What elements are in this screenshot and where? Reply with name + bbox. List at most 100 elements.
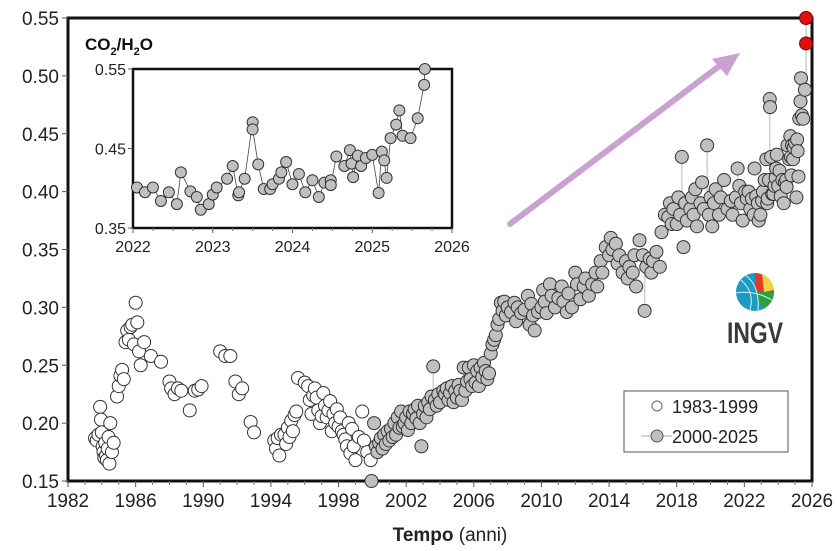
data-point-filled xyxy=(717,173,732,188)
data-point-open xyxy=(174,383,189,398)
logo-text: INGV xyxy=(727,317,783,350)
data-point-filled xyxy=(676,240,691,255)
data-point-filled xyxy=(674,149,689,164)
data-point-filled xyxy=(595,265,610,280)
inset-data-point xyxy=(372,187,385,200)
x-tick-label: 2002 xyxy=(385,491,427,512)
data-point-open xyxy=(93,399,108,414)
x-tick-label: 1986 xyxy=(114,491,156,512)
inset-chart: CO2/H2O 2022 2023 2024 2025 2026 0.35 0.45 0.55 xyxy=(72,22,470,270)
x-tick-label: 1982 xyxy=(47,491,89,512)
globe-icon xyxy=(735,273,774,312)
inset-data-point xyxy=(330,150,343,163)
inset-data-point xyxy=(226,159,239,172)
inset-data-point xyxy=(347,171,360,184)
series-1983-1999 xyxy=(88,295,378,471)
data-point-open xyxy=(102,456,117,471)
inset-data-point xyxy=(418,63,431,75)
data-point-open xyxy=(272,448,287,463)
inset-data-point xyxy=(380,171,393,184)
inset-data-point xyxy=(404,132,417,145)
trend-arrow-head xyxy=(712,53,740,76)
data-point-filled xyxy=(652,259,667,274)
inset-data-point xyxy=(146,181,159,194)
y-tick-label: 0.40 xyxy=(22,183,59,204)
series-2000-2025 xyxy=(364,71,812,488)
inset-data-point xyxy=(174,166,187,179)
data-point-filled xyxy=(793,94,808,109)
data-point-filled xyxy=(561,286,576,301)
data-point-latest xyxy=(799,11,814,25)
trend-arrow-shaft xyxy=(507,61,725,227)
y-tick-label: 0.55 xyxy=(22,9,59,30)
x-tick-label: 2010 xyxy=(520,491,562,512)
inset-data-point xyxy=(170,198,183,211)
data-point-filled xyxy=(747,161,762,176)
data-point-filled xyxy=(705,219,720,234)
data-point-open xyxy=(182,403,197,418)
inset-data-point xyxy=(306,174,319,187)
inset-data-point xyxy=(246,123,259,136)
y-tick-label: 0.20 xyxy=(22,414,59,435)
data-point-filled xyxy=(564,300,579,315)
inset-data-point xyxy=(393,104,406,117)
data-point-filled xyxy=(654,225,669,240)
data-point-filled xyxy=(637,303,652,318)
data-point-open xyxy=(128,295,143,310)
y-tick-label: 0.35 xyxy=(22,241,59,262)
x-axis-title-bold: Tempo xyxy=(393,525,454,546)
inset-y-tick-label: 0.35 xyxy=(95,221,126,238)
inset-data-point xyxy=(292,167,305,180)
data-point-filled xyxy=(763,100,778,115)
x-axis-title: Tempo (anni) xyxy=(393,525,508,546)
data-point-open xyxy=(285,424,300,439)
data-point-open xyxy=(116,372,131,387)
data-point-filled xyxy=(625,265,640,280)
inset-series xyxy=(130,63,431,216)
inset-x-tick-label: 2025 xyxy=(354,239,390,256)
data-point-filled xyxy=(527,323,542,338)
data-point-filled xyxy=(790,132,805,147)
data-point-filled xyxy=(690,219,705,234)
inset-axes: 2022 2023 2024 2025 2026 0.35 0.45 0.55 xyxy=(95,62,470,256)
data-point-filled xyxy=(649,244,664,259)
y-tick-label: 0.15 xyxy=(22,472,59,493)
inset-data-point xyxy=(378,154,391,167)
x-axis-title-unit: (anni) xyxy=(459,525,508,546)
data-point-filled xyxy=(796,111,811,126)
inset-y-tick-label: 0.55 xyxy=(95,62,126,79)
inset-data-point xyxy=(418,78,431,91)
data-point-open xyxy=(106,435,121,450)
data-point-filled xyxy=(608,236,623,251)
data-point-filled xyxy=(632,233,647,248)
inset-x-tick-label: 2026 xyxy=(434,239,470,256)
y-tick-label: 0.50 xyxy=(22,67,59,88)
inset-data-point xyxy=(275,166,288,179)
legend-label-1983-1999: 1983-1999 xyxy=(672,397,758,417)
data-point-filled xyxy=(590,279,605,294)
inset-data-point xyxy=(280,156,293,169)
data-point-filled xyxy=(730,161,745,176)
inset-x-tick-label: 2022 xyxy=(115,239,151,256)
inset-data-point xyxy=(162,186,175,199)
data-point-filled xyxy=(426,359,441,374)
ingv-logo: INGV xyxy=(727,273,783,350)
inset-data-point xyxy=(299,186,312,199)
data-point-filled xyxy=(790,144,805,159)
data-point-filled xyxy=(364,474,379,488)
data-point-filled xyxy=(789,190,804,205)
x-tick-label: 2026 xyxy=(791,491,833,512)
legend-label-2000-2025: 2000-2025 xyxy=(672,427,758,447)
data-point-filled xyxy=(791,169,806,184)
data-point-filled xyxy=(735,213,750,228)
data-point-open xyxy=(289,404,304,419)
data-point-open xyxy=(133,358,148,373)
data-point-open xyxy=(194,379,209,394)
data-point-open xyxy=(223,348,238,363)
data-point-open xyxy=(348,453,363,468)
main-ticks: 1982 1986 1990 1994 1998 2002 2006 2010 2014 2018… xyxy=(22,9,833,512)
inset-data-point xyxy=(252,158,265,171)
inset-data-point xyxy=(221,172,234,185)
data-point-open xyxy=(154,354,168,369)
